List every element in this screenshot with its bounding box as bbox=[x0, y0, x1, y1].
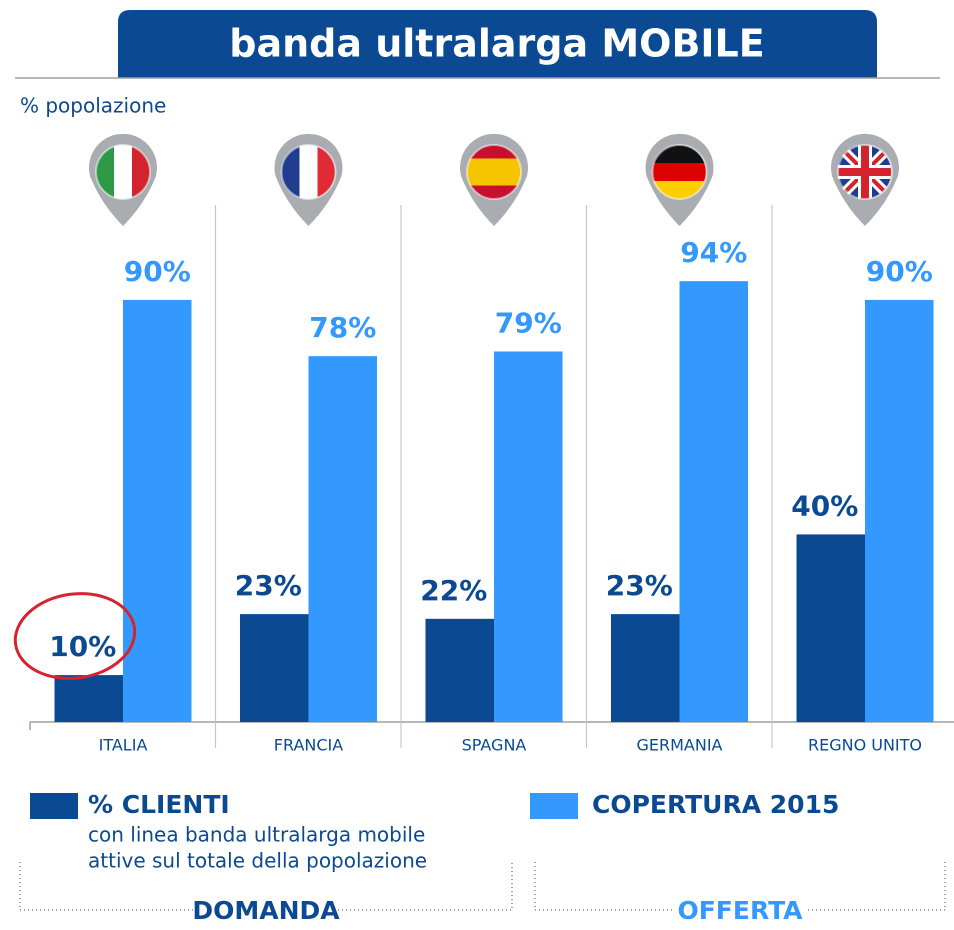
flag-stripe bbox=[317, 145, 335, 199]
flag-ring bbox=[95, 144, 151, 200]
x-tick-label: ITALIA bbox=[99, 736, 148, 755]
flag-cross bbox=[838, 145, 891, 199]
plot: ITALIA 10% 90% FRANCIA 23% 78% SPAGNA 22% 79% GER… bbox=[29, 205, 954, 755]
bar bbox=[865, 299, 934, 722]
value-label: 94% bbox=[680, 236, 747, 269]
bar bbox=[240, 614, 309, 722]
legend-note: attive sul totale della popolazione bbox=[88, 849, 427, 873]
x-tick-label: SPAGNA bbox=[462, 736, 527, 755]
group-label: OFFERTA bbox=[677, 896, 803, 925]
x-tick-label: GERMANIA bbox=[636, 736, 722, 755]
value-label: 90% bbox=[124, 255, 191, 288]
value-label: 79% bbox=[495, 306, 562, 339]
bracket bbox=[534, 862, 946, 911]
legend-swatch bbox=[530, 793, 578, 819]
bar bbox=[611, 614, 680, 722]
legend-note: con linea banda ultralarga mobile bbox=[88, 823, 425, 847]
bar bbox=[308, 356, 377, 722]
value-label: 78% bbox=[309, 311, 376, 344]
flags bbox=[88, 133, 900, 226]
title-banner bbox=[118, 10, 877, 78]
x-tick-label: FRANCIA bbox=[274, 736, 343, 755]
flag-stripe bbox=[299, 145, 318, 199]
bar bbox=[494, 351, 563, 722]
flag-ring bbox=[280, 144, 337, 200]
value-label: 23% bbox=[606, 569, 673, 602]
chart-title: banda ultralarga MOBILE bbox=[229, 22, 764, 66]
flag-stripe bbox=[114, 145, 133, 199]
y-axis-label: % popolazione bbox=[20, 94, 166, 118]
flag-stripe bbox=[467, 172, 521, 186]
flag-ring bbox=[837, 144, 893, 200]
bar bbox=[679, 281, 748, 722]
legend-swatch bbox=[30, 793, 78, 819]
legend-label: COPERTURA 2015 bbox=[592, 790, 839, 819]
bar bbox=[425, 618, 494, 722]
bar bbox=[796, 534, 865, 722]
bracket bbox=[19, 862, 513, 911]
value-label: 10% bbox=[49, 630, 116, 663]
bar bbox=[54, 675, 123, 722]
group-label: DOMANDA bbox=[192, 896, 340, 925]
value-label: 90% bbox=[866, 255, 933, 288]
value-label: 40% bbox=[791, 489, 858, 522]
value-label: 23% bbox=[235, 569, 302, 602]
value-label: 22% bbox=[420, 574, 487, 607]
flag-ring bbox=[466, 144, 522, 200]
bar bbox=[123, 299, 192, 722]
x-tick-label: REGNO UNITO bbox=[808, 736, 922, 755]
flag bbox=[837, 145, 891, 199]
flag-ring bbox=[651, 144, 708, 200]
flag-stripe bbox=[652, 163, 706, 182]
flag-stripe bbox=[467, 158, 521, 173]
legend-label: % CLIENTI bbox=[88, 790, 230, 819]
highlight-circle bbox=[13, 592, 137, 680]
